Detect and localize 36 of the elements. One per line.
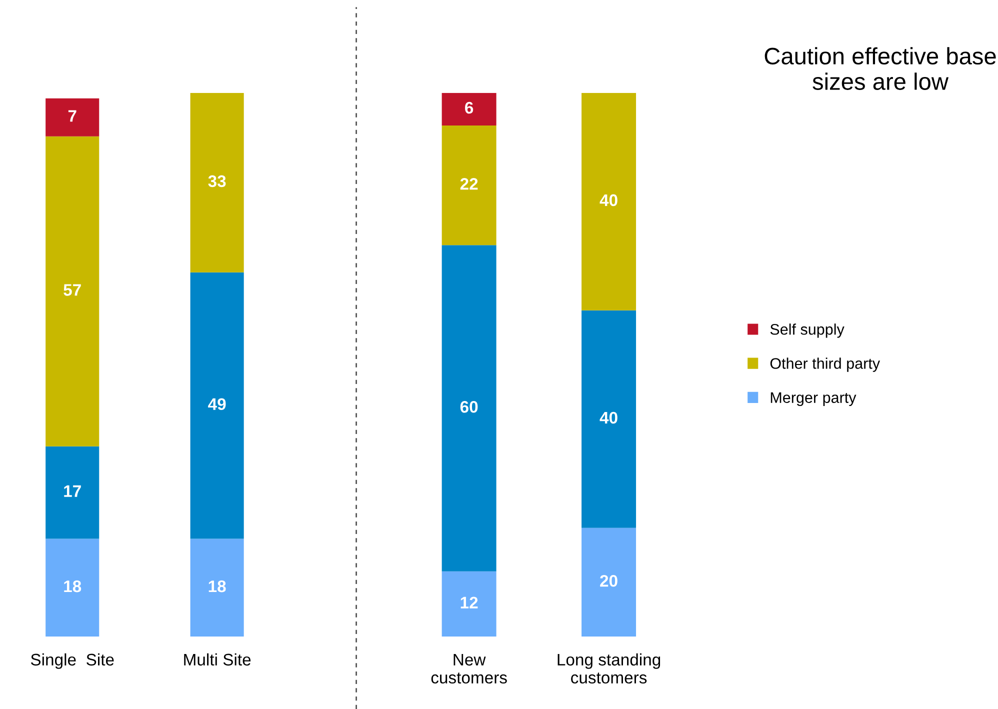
x-tick-label: New customers bbox=[431, 654, 507, 684]
bar bbox=[582, 92, 636, 310]
bar bbox=[190, 538, 244, 637]
bar bbox=[190, 272, 244, 539]
data-label: 40 bbox=[600, 412, 618, 424]
data-label: 17 bbox=[64, 485, 81, 497]
data-label: 40 bbox=[600, 194, 618, 206]
data-label: 20 bbox=[600, 574, 618, 587]
bar bbox=[442, 245, 496, 572]
x-tick-label: Long standing customers bbox=[558, 653, 660, 684]
legend-label: Self supply bbox=[770, 324, 844, 338]
data-label: 6 bbox=[465, 102, 474, 114]
bar bbox=[582, 310, 636, 528]
data-label: 49 bbox=[208, 398, 226, 410]
bar bbox=[46, 538, 100, 637]
x-tick-label: Multi Site bbox=[184, 653, 251, 666]
bar bbox=[46, 98, 100, 136]
bar bbox=[582, 528, 636, 637]
data-label: 60 bbox=[460, 400, 478, 413]
bar bbox=[190, 92, 244, 272]
x-tick-label: Single Site bbox=[30, 653, 114, 669]
data-label: 33 bbox=[208, 175, 226, 188]
data-label: 57 bbox=[64, 284, 81, 296]
bar bbox=[442, 92, 496, 126]
bar bbox=[46, 136, 100, 446]
legend-label: Merger party bbox=[770, 392, 856, 406]
legend-label: Other third party bbox=[770, 358, 880, 372]
text: Caution effective base sizes are low bbox=[764, 47, 996, 90]
data-label: 12 bbox=[460, 596, 478, 608]
bar bbox=[46, 446, 100, 539]
bar bbox=[442, 126, 496, 246]
data-label: 18 bbox=[208, 580, 226, 592]
bar bbox=[442, 571, 496, 637]
data-label: 22 bbox=[460, 178, 478, 190]
data-label: 18 bbox=[64, 580, 82, 592]
data-label: 7 bbox=[68, 110, 76, 122]
